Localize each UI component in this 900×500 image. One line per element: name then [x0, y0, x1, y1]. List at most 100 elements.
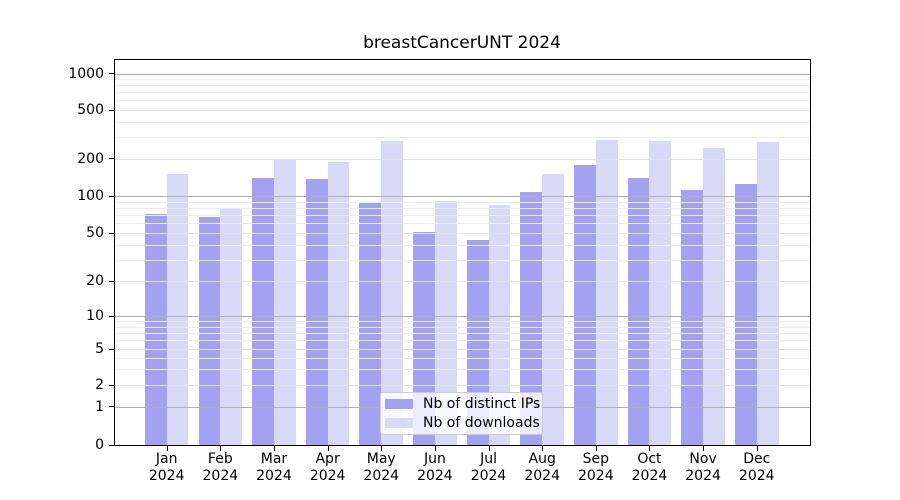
gridline-200	[115, 158, 810, 160]
gridline-500	[115, 110, 810, 111]
y-tick-label-200: 200	[77, 150, 104, 167]
gridline-900	[115, 79, 810, 81]
bar-downloads-dec	[756, 141, 779, 445]
gridline-40	[115, 244, 810, 246]
bar-distinct-ips-dec	[734, 183, 757, 445]
gridline-5	[115, 349, 810, 350]
y-tick-20	[109, 280, 114, 282]
x-tick-label-jul: Jul 2024	[470, 451, 507, 484]
bar-downloads-sep	[595, 139, 618, 445]
x-tick-label-may: May 2024	[363, 451, 400, 484]
y-tick-100	[109, 195, 114, 197]
gridline-9	[115, 321, 810, 323]
y-tick-label-10: 10	[86, 308, 104, 324]
x-tick-mar	[273, 446, 275, 451]
legend-swatch-downloads	[385, 418, 413, 428]
y-tick-1000	[109, 73, 114, 74]
gridline-2	[115, 385, 810, 386]
bar-downloads-oct	[649, 140, 672, 445]
gridline-8	[115, 326, 810, 328]
x-tick-may	[381, 446, 383, 451]
y-tick-5	[109, 348, 114, 350]
chart-title: breastCancerUNT 2024	[363, 33, 561, 53]
legend-item-downloads: Nb of downloads	[385, 414, 542, 431]
x-tick-sep	[595, 446, 597, 451]
y-axis-left-spine	[114, 59, 115, 446]
bar-downloads-jan	[166, 174, 189, 445]
gridline-300	[115, 137, 810, 139]
x-tick-label-aug: Aug 2024	[524, 451, 560, 484]
x-tick-apr	[327, 446, 329, 451]
x-tick-label-oct: Oct 2024	[631, 451, 668, 484]
gridline-60	[115, 223, 810, 225]
y-tick-50	[109, 232, 114, 234]
bar-distinct-ips-mar	[252, 177, 274, 445]
x-tick-label-sep: Sep 2024	[577, 451, 614, 484]
x-tick-label-jun: Jun 2024	[417, 451, 453, 484]
x-tick-jul	[488, 446, 490, 451]
gridline-90	[115, 201, 810, 203]
legend-label-downloads: Nb of downloads	[423, 414, 540, 431]
gridline-50	[115, 233, 810, 234]
bar-downloads-nov	[703, 147, 725, 445]
bar-downloads-aug	[542, 174, 564, 445]
bar-distinct-ips-feb	[198, 217, 221, 445]
x-tick-jan	[166, 446, 168, 451]
bar-distinct-ips-sep	[574, 165, 596, 445]
top-spine	[114, 59, 811, 60]
gridline-3	[115, 369, 810, 371]
y-tick-1	[109, 406, 114, 408]
gridline-4	[115, 357, 810, 359]
bar-distinct-ips-nov	[681, 189, 704, 445]
y-tick-label-20: 20	[86, 273, 104, 289]
x-tick-label-dec: Dec 2024	[738, 451, 775, 484]
right-spine	[810, 59, 811, 446]
bar-distinct-ips-may	[359, 202, 382, 445]
gridline-80	[115, 207, 810, 209]
y-tick-label-1000: 1000	[68, 65, 104, 82]
y-tick-0	[109, 444, 114, 446]
bar-downloads-jun	[434, 201, 457, 445]
bar-downloads-may	[381, 141, 404, 445]
bar-distinct-ips-oct	[627, 178, 650, 445]
gridline-1000	[115, 73, 810, 75]
y-tick-label-0: 0	[95, 437, 104, 453]
gridline-700	[115, 92, 810, 94]
legend-swatch-distinct-ips	[385, 399, 413, 409]
x-tick-label-nov: Nov 2024	[685, 451, 721, 484]
y-tick-label-5: 5	[95, 341, 104, 357]
gridline-70	[115, 215, 810, 217]
x-tick-aug	[542, 446, 544, 451]
y-tick-2	[109, 384, 114, 386]
x-axis-bottom-spine	[114, 445, 811, 446]
legend-label-distinct-ips: Nb of distinct IPs	[423, 395, 541, 412]
legend: Nb of distinct IPs Nb of downloads	[380, 392, 543, 435]
x-tick-label-jan: Jan 2024	[148, 451, 185, 484]
gridline-800	[115, 85, 810, 87]
y-tick-label-500: 500	[77, 102, 104, 118]
gridline-30	[115, 259, 810, 261]
x-tick-oct	[649, 446, 651, 451]
x-tick-label-feb: Feb 2024	[202, 451, 239, 484]
y-tick-label-1: 1	[95, 398, 104, 415]
bar-distinct-ips-jun	[413, 231, 435, 445]
legend-item-distinct-ips: Nb of distinct IPs	[385, 395, 542, 412]
x-tick-label-mar: Mar 2024	[256, 451, 292, 484]
x-tick-jun	[434, 446, 436, 451]
gridline-100	[115, 196, 810, 197]
y-tick-label-100: 100	[77, 188, 104, 204]
bar-downloads-apr	[327, 162, 350, 445]
x-tick-feb	[220, 446, 222, 451]
x-tick-label-apr: Apr 2024	[309, 451, 346, 484]
gridline-600	[115, 100, 810, 102]
x-tick-dec	[756, 446, 758, 451]
gridline-7	[115, 332, 810, 334]
bar-distinct-ips-aug	[520, 192, 543, 445]
bar-distinct-ips-apr	[305, 178, 328, 445]
y-tick-label-50: 50	[86, 225, 104, 241]
y-tick-10	[109, 315, 114, 317]
x-tick-nov	[703, 446, 705, 451]
y-tick-500	[109, 109, 114, 111]
gridline-10	[115, 316, 810, 317]
